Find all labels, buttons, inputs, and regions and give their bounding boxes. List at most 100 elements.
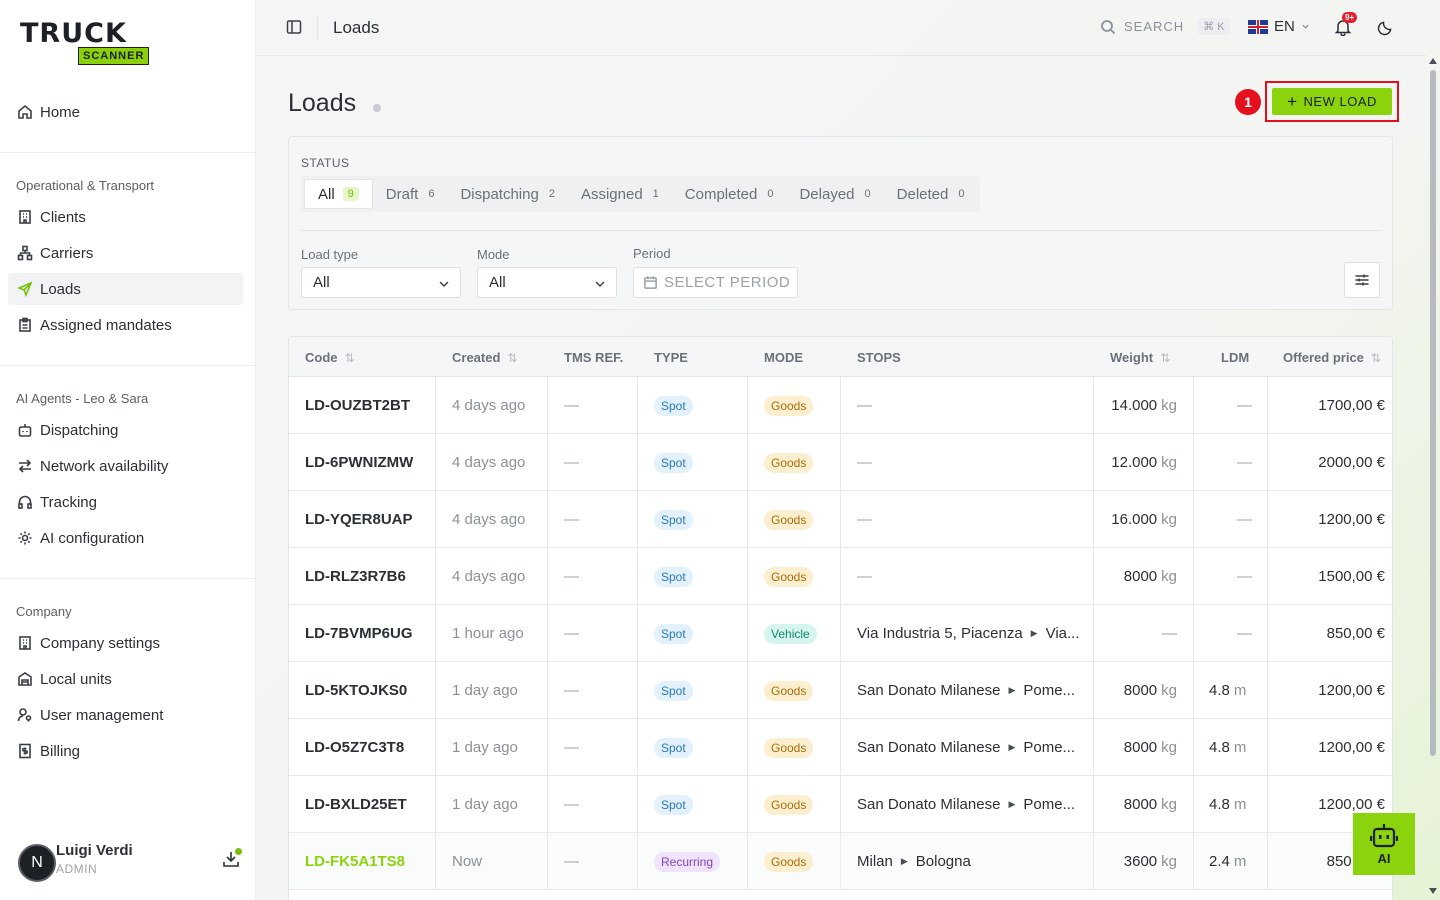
sidebar-item-assigned-mandates[interactable]: Assigned mandates	[8, 309, 243, 341]
column-divider	[840, 662, 841, 719]
table-row[interactable]: LD-7BVMP6UG 1 hour ago — Spot Vehicle Via Ind…	[289, 605, 1392, 662]
tms-ref-cell: —	[564, 397, 579, 414]
column-divider	[1193, 434, 1194, 491]
created-cell: 4 days ago	[452, 511, 526, 528]
table-row[interactable]: LD-5KTOJKS0 1 day ago — Spot Goods San Donato…	[289, 662, 1392, 719]
load-type-select[interactable]: All	[301, 267, 461, 298]
sidebar-item-ai-configuration[interactable]: AI configuration	[8, 522, 243, 554]
price-cell: 1700,00 €	[1318, 397, 1385, 414]
ai-label: AI	[1377, 850, 1391, 866]
ldm-unit: m	[1233, 796, 1247, 813]
sidebar-item-network-availability[interactable]: Network availability	[8, 450, 243, 482]
mode-select[interactable]: All	[477, 267, 617, 298]
tab-draft[interactable]: Draft 6	[373, 179, 448, 209]
table-row[interactable]: LD-OUZBT2BT 4 days ago — Spot Goods — 14.000 kg…	[289, 377, 1392, 434]
table-row[interactable]: LD-YQER8UAP 4 days ago — Spot Goods — 16.000 kg…	[289, 491, 1392, 548]
sidebar-item-company-settings[interactable]: Company settings	[8, 627, 243, 659]
table-row[interactable]: LD-O5Z7C3T8 1 day ago — Spot Goods San Donato…	[289, 719, 1392, 776]
table-row[interactable]: LD-BXLD25ET 1 day ago — Spot Goods San Donato…	[289, 776, 1392, 833]
sidebar-item-billing[interactable]: Billing	[8, 735, 243, 767]
sidebar-item-dispatching[interactable]: Dispatching	[8, 414, 243, 446]
tab-deleted[interactable]: Deleted 0	[884, 179, 978, 209]
download-icon[interactable]	[222, 850, 240, 868]
gear-icon	[17, 530, 33, 546]
stops-cell: San Donato Milanese ▶ Pome...	[857, 776, 1082, 833]
sidebar-item-user-management[interactable]: User management	[8, 699, 243, 731]
tab-delayed[interactable]: Delayed 0	[786, 179, 883, 209]
column-divider	[637, 605, 638, 662]
period-picker[interactable]: SELECT PERIOD	[633, 267, 798, 298]
bot-icon	[17, 422, 33, 438]
advanced-filters-button[interactable]	[1344, 262, 1380, 298]
header-label: MODE	[764, 350, 803, 365]
column-divider	[747, 548, 748, 605]
tms-ref-cell: —	[564, 853, 579, 870]
ai-assistant-button[interactable]: AI	[1353, 813, 1415, 875]
arrows-swap-icon	[17, 458, 33, 474]
header-weight[interactable]: Weight ⇅	[1110, 350, 1170, 365]
weight-unit: kg	[1161, 454, 1177, 471]
load-code-link[interactable]: LD-RLZ3R7B6	[305, 568, 406, 585]
status-tabs: All 9 Draft 6 Dispatching 2 Assigned 1 Compl…	[301, 176, 981, 212]
table-row[interactable]: LD-FK5A1TS8 Now — Recurring Goods Milan ▶ Bolog…	[289, 833, 1392, 890]
sidebar-item-tracking[interactable]: Tracking	[8, 486, 243, 518]
scrollbar[interactable]	[1427, 56, 1440, 900]
ldm-unit: m	[1233, 682, 1247, 699]
user-role: ADMIN	[56, 862, 98, 876]
column-divider	[747, 719, 748, 776]
sidebar-toggle-icon[interactable]	[286, 19, 302, 35]
load-code-link[interactable]: LD-YQER8UAP	[305, 511, 413, 528]
user-profile[interactable]: N Luigi Verdi ADMIN	[18, 842, 248, 882]
load-code-link[interactable]: LD-7BVMP6UG	[305, 625, 413, 642]
language-selector[interactable]: EN	[1248, 18, 1310, 35]
stops-cell: —	[857, 397, 872, 414]
filters-panel: STATUS All 9 Draft 6 Dispatching 2 Assigned…	[288, 136, 1393, 310]
sidebar-item-label: Billing	[40, 742, 81, 760]
sidebar-item-local-units[interactable]: Local units	[8, 663, 243, 695]
search-trigger[interactable]: SEARCH ⌘ K	[1100, 18, 1230, 35]
header-code[interactable]: Code ⇅	[305, 350, 355, 365]
load-code-link[interactable]: LD-O5Z7C3T8	[305, 739, 405, 756]
brand-logo[interactable]: TRUCK SCANNER	[20, 20, 150, 65]
load-code-link[interactable]: LD-FK5A1TS8	[305, 853, 406, 870]
new-load-button[interactable]: + NEW LOAD	[1272, 88, 1392, 115]
tab-dispatching[interactable]: Dispatching 2	[447, 179, 568, 209]
tms-ref-cell: —	[564, 511, 579, 528]
weight-value: 8000	[1123, 568, 1158, 585]
tab-count: 1	[652, 188, 659, 200]
sidebar-item-home[interactable]: Home	[8, 96, 243, 128]
created-cell: 1 day ago	[452, 682, 518, 699]
load-code-link[interactable]: LD-BXLD25ET	[305, 796, 407, 813]
section-title-company: Company	[16, 604, 72, 619]
avatar[interactable]: N	[18, 844, 56, 882]
tab-all[interactable]: All 9	[304, 179, 373, 209]
header-offered-price[interactable]: Offered price ⇅	[1283, 350, 1381, 365]
arrow-right-icon: ▶	[900, 856, 908, 866]
moon-icon[interactable]	[1377, 19, 1394, 36]
tab-completed[interactable]: Completed 0	[672, 179, 787, 209]
plus-icon: +	[1287, 91, 1298, 111]
ldm-cell: —	[1193, 548, 1252, 605]
search-label: SEARCH	[1124, 19, 1185, 34]
sidebar-item-loads[interactable]: Loads	[8, 273, 243, 305]
language-label: EN	[1274, 18, 1295, 35]
table-row[interactable]: LD-RLZ3R7B6 4 days ago — Spot Goods — 8000 kg — 1…	[289, 548, 1392, 605]
sidebar-item-clients[interactable]: Clients	[8, 201, 243, 233]
tab-count: 6	[428, 188, 435, 200]
table-row[interactable]: LD-6PWNIZMW 4 days ago — Spot Goods — 12.000 kg…	[289, 434, 1392, 491]
sidebar-item-carriers[interactable]: Carriers	[8, 237, 243, 269]
header-created[interactable]: Created ⇅	[452, 350, 517, 365]
scroll-thumb[interactable]	[1430, 70, 1436, 756]
load-code-link[interactable]: LD-OUZBT2BT	[305, 397, 410, 414]
weight-cell: 3600 kg	[1093, 833, 1177, 890]
column-divider	[1093, 434, 1094, 491]
tab-assigned[interactable]: Assigned 1	[568, 179, 672, 209]
table-header: Code ⇅ Created ⇅ TMS REF. TYPE MODE STOPS …	[289, 337, 1392, 377]
column-divider	[1093, 719, 1094, 776]
weight-unit: kg	[1161, 853, 1177, 870]
load-code-link[interactable]: LD-6PWNIZMW	[305, 454, 414, 471]
scroll-up-arrow[interactable]	[1429, 58, 1437, 64]
load-code-link[interactable]: LD-5KTOJKS0	[305, 682, 408, 699]
filters-divider	[301, 230, 1381, 231]
scroll-down-arrow[interactable]	[1429, 888, 1437, 894]
